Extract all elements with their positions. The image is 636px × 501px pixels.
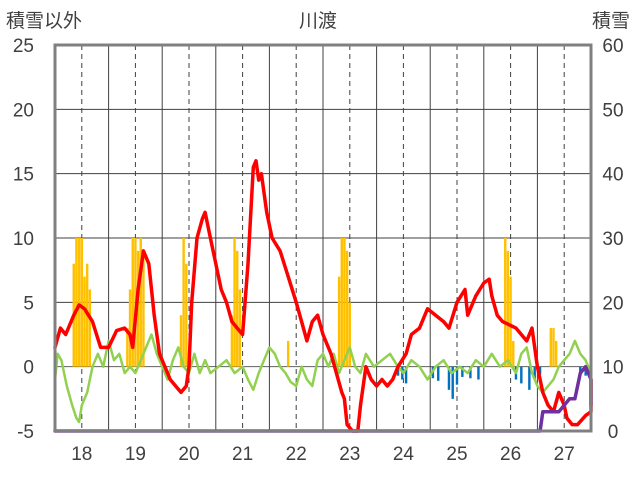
precipitation-bar bbox=[136, 250, 140, 367]
precipitation-bar bbox=[404, 366, 408, 384]
precipitation-bar bbox=[528, 366, 531, 390]
precipitation-bar bbox=[461, 366, 464, 377]
precipitation-bar bbox=[554, 340, 558, 367]
x-tick-label: 20 bbox=[178, 444, 199, 465]
right-tick-label: 40 bbox=[602, 165, 623, 186]
precipitation-bar bbox=[185, 263, 188, 367]
precipitation-bar bbox=[520, 366, 523, 384]
left-tick-label: -5 bbox=[17, 422, 34, 443]
precipitation-bar bbox=[477, 366, 480, 380]
x-tick-label: 27 bbox=[554, 444, 575, 465]
precipitation-bar bbox=[469, 366, 472, 379]
precipitation-bar bbox=[509, 276, 512, 367]
precipitation-bar bbox=[451, 366, 454, 399]
left-tick-label: 0 bbox=[23, 358, 34, 379]
left-axis-label: 積雪以外 bbox=[6, 10, 83, 32]
precipitation-bar bbox=[506, 250, 510, 367]
x-tick-label: 22 bbox=[286, 444, 307, 465]
right-tick-label: 60 bbox=[602, 36, 623, 57]
precipitation-bar bbox=[512, 340, 515, 367]
x-tick-label: 21 bbox=[232, 444, 253, 465]
right-tick-label: 50 bbox=[602, 100, 623, 121]
precipitation-bar bbox=[142, 250, 145, 367]
x-tick-label: 26 bbox=[500, 444, 521, 465]
precipitation-bar bbox=[139, 238, 142, 367]
precipitation-bar bbox=[340, 238, 343, 367]
left-tick-label: 25 bbox=[13, 36, 34, 57]
secondary-line bbox=[53, 333, 593, 424]
precipitation-bar bbox=[343, 238, 346, 367]
right-axis-label: 積雪 bbox=[591, 10, 630, 32]
precipitation-bar bbox=[230, 315, 234, 367]
right-tick-label: 0 bbox=[608, 422, 619, 443]
precipitation-bar bbox=[182, 238, 185, 367]
precipitation-bar bbox=[455, 366, 459, 385]
left-tick-label: 5 bbox=[23, 293, 34, 314]
precipitation-bar bbox=[128, 289, 132, 367]
chart-title: 川渡 bbox=[298, 10, 337, 32]
precipitation-bar bbox=[179, 315, 183, 367]
precipitation-bar bbox=[236, 250, 239, 367]
left-tick-label: 15 bbox=[13, 165, 34, 186]
precipitation-bar bbox=[579, 366, 582, 374]
x-tick-label: 18 bbox=[71, 444, 92, 465]
precipitation-bar bbox=[348, 302, 352, 367]
precipitation-bar bbox=[504, 238, 507, 367]
precipitation-bar bbox=[437, 366, 440, 381]
precipitation-bar bbox=[77, 238, 81, 367]
right-tick-label: 20 bbox=[602, 293, 623, 314]
precipitation-bar bbox=[533, 366, 536, 380]
precipitation-bar bbox=[447, 366, 451, 390]
x-tick-label: 19 bbox=[125, 444, 146, 465]
x-tick-label: 25 bbox=[446, 444, 467, 465]
precipitation-bar bbox=[549, 328, 553, 367]
precipitation-bar bbox=[233, 238, 236, 367]
precipitation-bar bbox=[286, 340, 290, 367]
plot-frame bbox=[53, 43, 593, 433]
right-tick-label: 10 bbox=[602, 358, 623, 379]
left-tick-label: 20 bbox=[13, 100, 34, 121]
precipitation-bar bbox=[88, 289, 92, 367]
left-tick-label: 10 bbox=[13, 229, 34, 250]
precipitation-bar bbox=[80, 238, 84, 367]
x-tick-label: 23 bbox=[339, 444, 360, 465]
temperature-line bbox=[53, 159, 593, 433]
precipitation-bar bbox=[83, 276, 86, 367]
precipitation-bar bbox=[552, 328, 555, 367]
precipitation-bar bbox=[337, 276, 341, 367]
precipitation-bar bbox=[238, 289, 242, 367]
precipitation-bar bbox=[126, 328, 129, 367]
precipitation-bar bbox=[345, 250, 349, 367]
precipitation-bar bbox=[538, 366, 542, 375]
right-tick-label: 30 bbox=[602, 229, 623, 250]
x-tick-label: 24 bbox=[393, 444, 415, 465]
precipitation-bar bbox=[75, 238, 78, 367]
precipitation-bar bbox=[131, 238, 134, 367]
